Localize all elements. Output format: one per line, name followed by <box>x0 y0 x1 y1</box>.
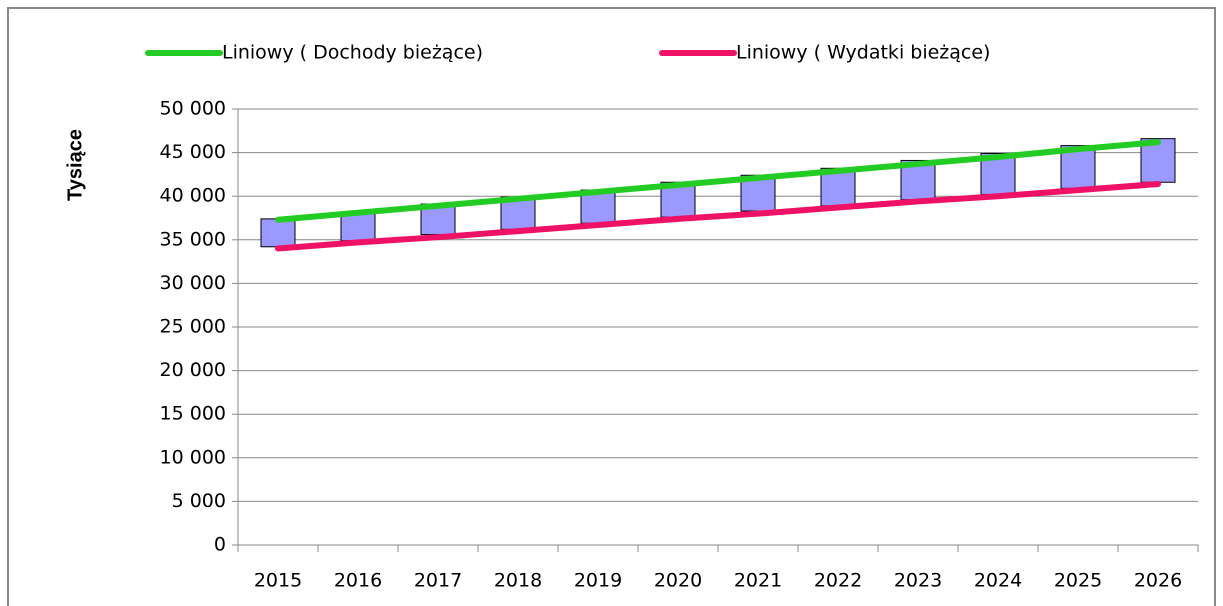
y-tick-label: 35 000 <box>160 228 226 250</box>
x-tick-label: 2016 <box>334 570 382 592</box>
y-tick-label: 50 000 <box>160 98 226 120</box>
x-tick-label: 2024 <box>974 570 1022 592</box>
x-tick-label: 2023 <box>894 570 942 592</box>
y-tick-label: 0 <box>214 534 226 556</box>
trend-line <box>275 139 1161 223</box>
up-down-bar <box>980 152 1016 195</box>
x-tick-label: 2015 <box>254 570 302 592</box>
y-tick-label: 15 000 <box>160 403 226 425</box>
y-tick-label: 25 000 <box>160 316 226 338</box>
trend-line <box>275 180 1161 252</box>
x-tick-label: 2025 <box>1054 570 1102 592</box>
y-tick-label: 20 000 <box>160 359 226 381</box>
x-tick-label: 2019 <box>574 570 622 592</box>
legend-label: Liniowy ( Wydatki bieżące) <box>736 42 990 64</box>
x-tick-label: 2018 <box>494 570 542 592</box>
y-tick-label: 30 000 <box>160 272 226 294</box>
x-tick-label: 2020 <box>654 570 702 592</box>
y-axis-title: Tysiące <box>64 129 86 201</box>
y-tick-label: 40 000 <box>160 185 226 207</box>
y-tick-label: 5 000 <box>172 490 226 512</box>
x-tick-label: 2022 <box>814 570 862 592</box>
x-tick-label: 2017 <box>414 570 462 592</box>
up-down-bar <box>260 218 296 248</box>
legend-label: Liniowy ( Dochody bieżące) <box>222 42 483 64</box>
x-tick-label: 2021 <box>734 570 782 592</box>
chart-border <box>7 7 1216 606</box>
x-tick-label: 2026 <box>1134 570 1182 592</box>
y-tick-label: 10 000 <box>160 446 226 468</box>
y-tick-label: 45 000 <box>160 141 226 163</box>
